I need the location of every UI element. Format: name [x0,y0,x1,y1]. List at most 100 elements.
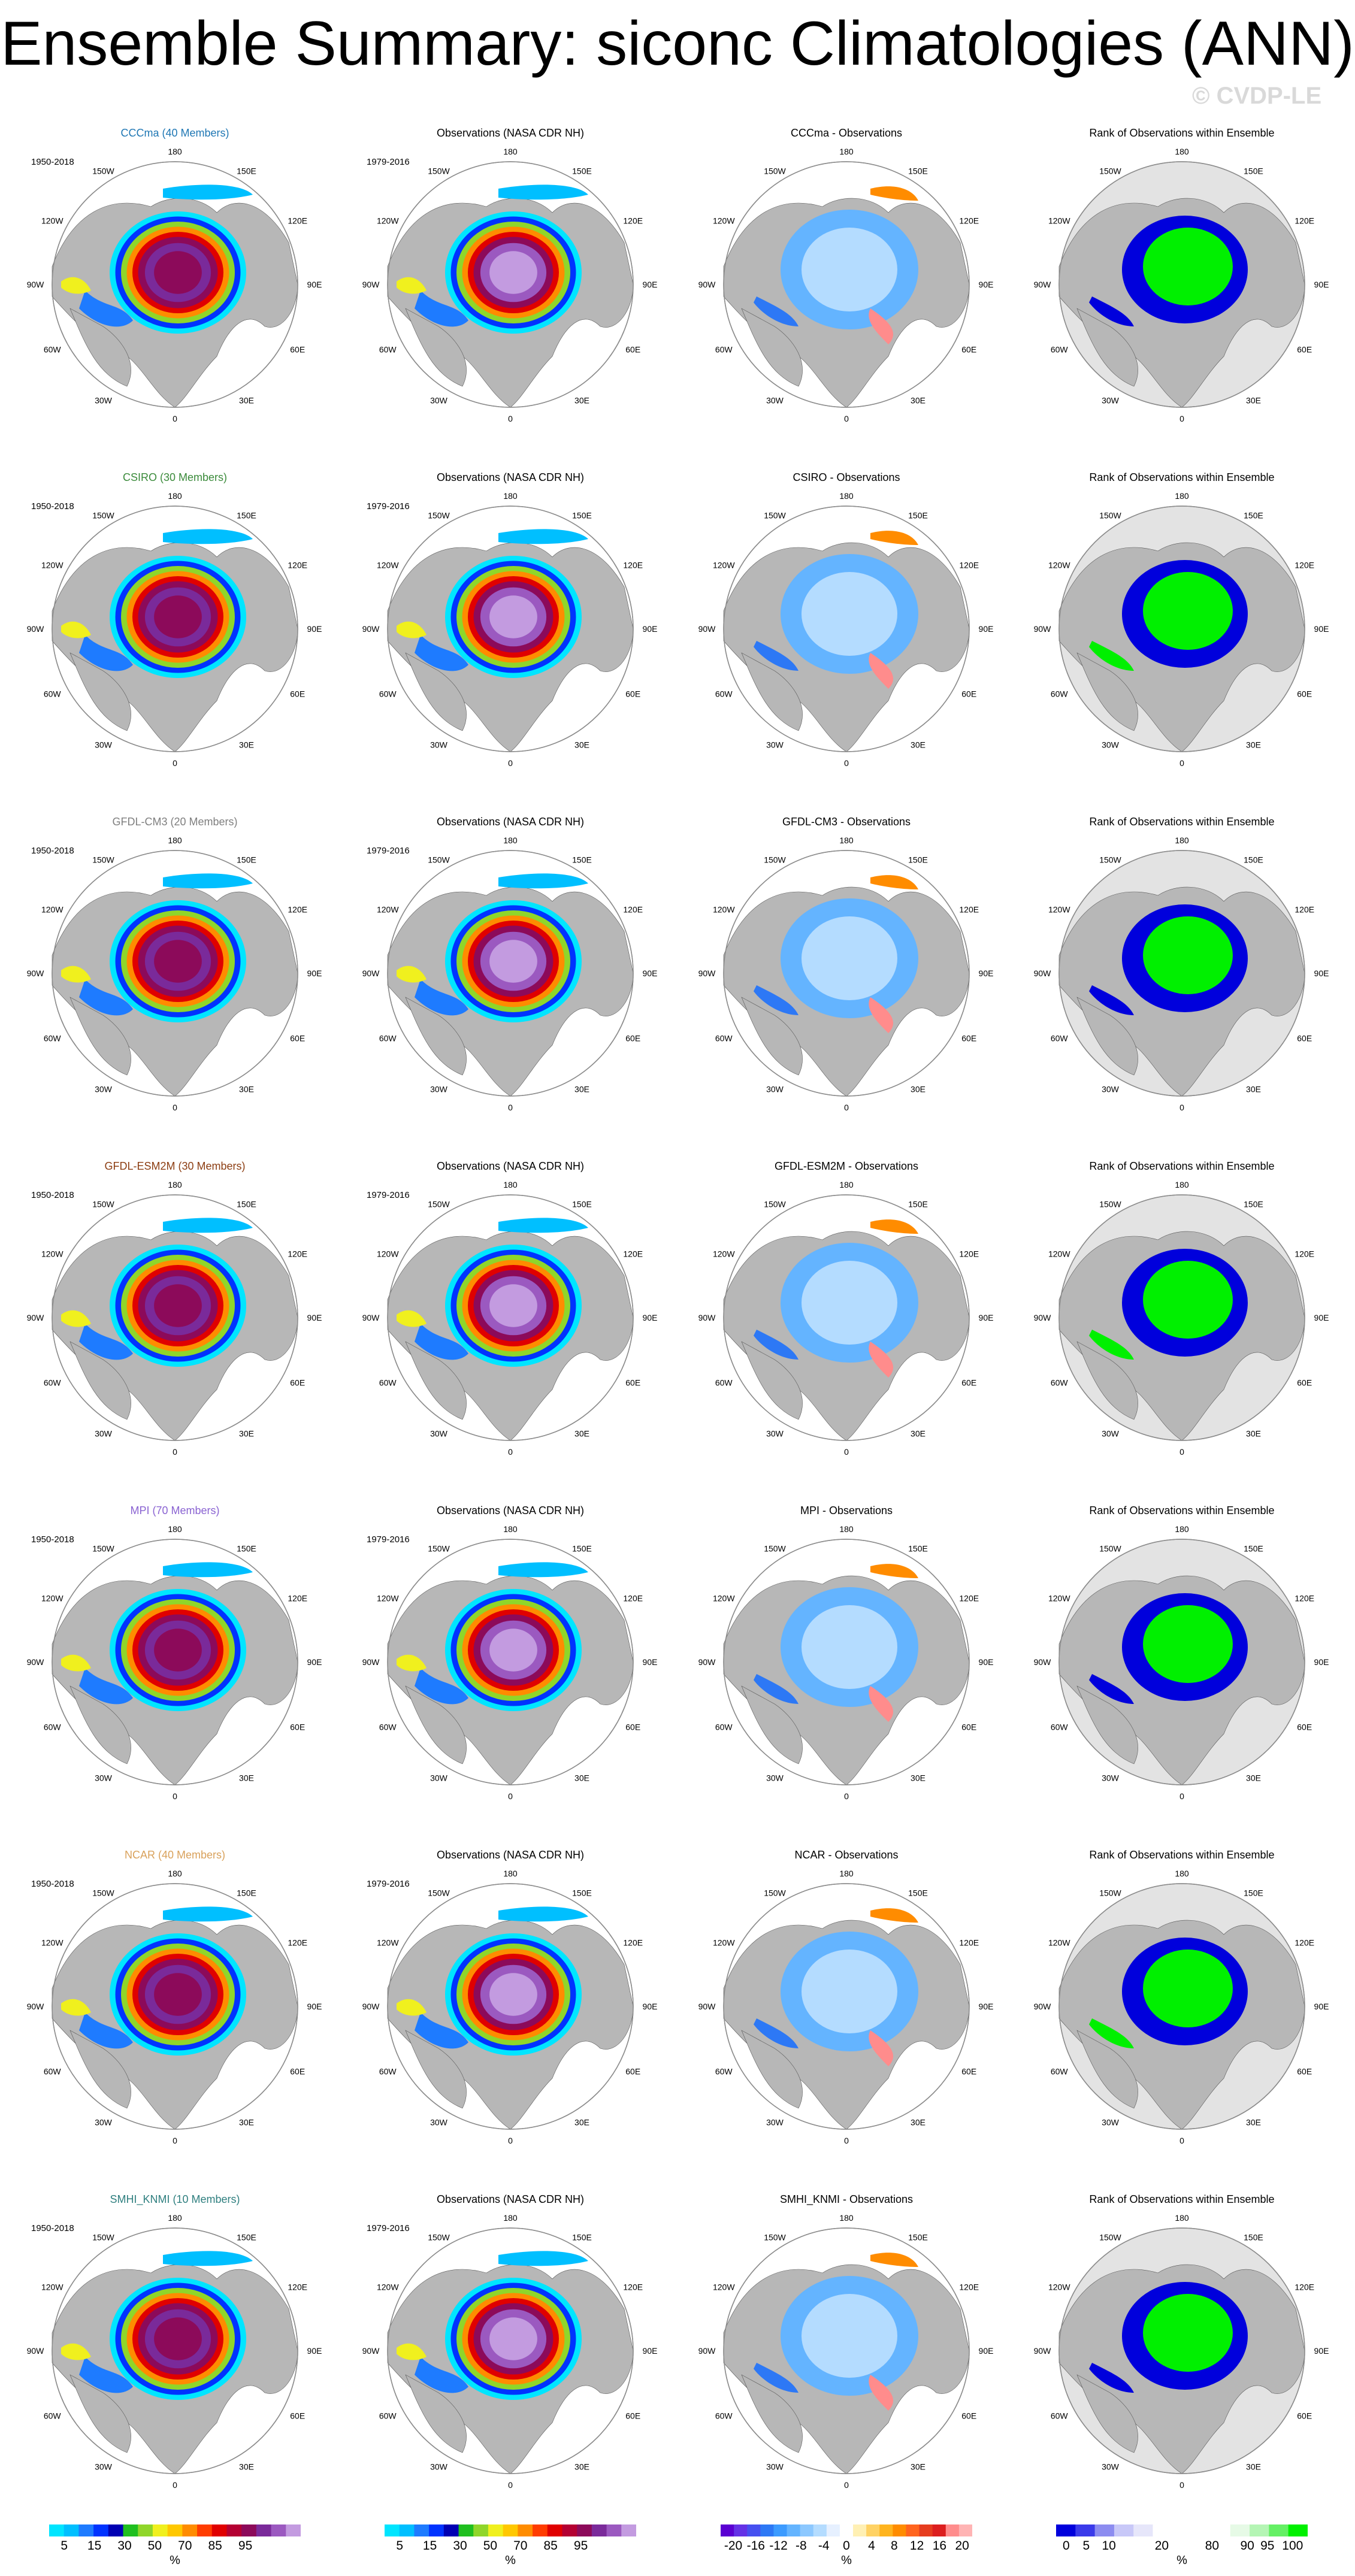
lon-90w-label: 90W [698,280,716,289]
colorbar-swatch [518,2524,533,2536]
lon-90w-label: 90W [698,1657,716,1667]
lon-0-label: 0 [508,758,513,768]
lon-60w-label: 60W [379,2067,397,2076]
lon-30w-label: 30W [430,2462,448,2472]
lon-120w-label: 120W [41,2283,63,2292]
colorbar-tick-label: 16 [932,2539,947,2553]
colorbar-swatch [734,2524,748,2536]
lon-30w-label: 30W [766,396,784,405]
lon-120w-label: 120W [713,1938,735,1948]
colorbar-swatch [958,2524,972,2536]
lon-150e-label: 150E [237,1888,256,1897]
lon-90e-label: 90E [979,624,994,634]
lon-120w-label: 120W [377,561,399,570]
lon-120w-label: 120W [377,905,399,915]
lon-150e-label: 150E [1244,855,1263,864]
lon-180-label: 180 [1175,2213,1189,2223]
colorbar-swatch [533,2524,548,2536]
colorbar-tick-label: 50 [483,2539,498,2553]
colorbar-swatch [152,2524,168,2536]
colorbar-swatch [1191,2524,1211,2536]
difference-colorbar-unit: % [841,2554,852,2567]
colorbar-tick-label: 4 [868,2539,875,2553]
lon-60w-label: 60W [379,345,397,355]
colorbar-tick-label: 85 [208,2539,222,2553]
lon-90w-label: 90W [27,624,45,634]
lon-0-label: 0 [844,2136,849,2145]
colorbar-tick-label: 50 [147,2539,162,2553]
lon-120w-label: 120W [41,1249,63,1259]
smhi_knmi-rank-polar-map: 180 0 150W 150E 120W 120E 90W 90E 60W 60E 30W 30E [1034,2213,1329,2490]
difference-colorbar [721,2524,972,2536]
lon-150e-label: 150E [1244,2232,1263,2242]
lon-150w-label: 150W [764,1543,786,1553]
lon-90w-label: 90W [27,2346,45,2356]
lon-180-label: 180 [1175,147,1189,156]
csiro-diff-polar-map: 180 0 150W 150E 120W 120E 90W 90E 60W 60E 30W 30E [698,491,994,768]
colorbar-tick-label: 100 [1282,2539,1303,2553]
lon-120e-label: 120E [959,1594,979,1603]
lon-60w-label: 60W [1051,1723,1069,1732]
lon-180-label: 180 [503,1524,518,1534]
lon-180-label: 180 [1175,1869,1189,1878]
lon-90e-label: 90E [643,2346,658,2356]
rank-colorbar-unit: % [1176,2554,1187,2567]
lon-120e-label: 120E [288,1249,307,1259]
lon-60e-label: 60E [625,2067,640,2076]
lon-120w-label: 120W [377,216,399,226]
lon-60e-label: 60E [625,689,640,699]
lon-0-label: 0 [508,414,513,423]
lon-60e-label: 60E [1297,2067,1312,2076]
lon-150w-label: 150W [764,2232,786,2242]
lon-120w-label: 120W [1048,2283,1070,2292]
lon-150w-label: 150W [1099,1888,1121,1897]
colorbar-swatch [63,2524,79,2536]
colorbar-tick-label: -12 [769,2539,788,2553]
gfdl-esm2m-diff-polar-map: 180 0 150W 150E 120W 120E 90W 90E 60W 60E 30W 30E [698,1180,994,1457]
lon-90w-label: 90W [698,2002,716,2011]
lon-120e-label: 120E [623,1938,643,1948]
lon-150e-label: 150E [908,1199,928,1209]
page-title: Ensemble Summary: siconc Climatologies (… [1,9,1354,78]
gfdl-esm2m-rank-polar-map: 180 0 150W 150E 120W 120E 90W 90E 60W 60E 30W 30E [1034,1180,1329,1457]
lon-60w-label: 60W [715,1034,733,1043]
lon-90w-label: 90W [362,968,380,978]
lon-150e-label: 150E [572,1543,592,1553]
lon-180-label: 180 [503,1869,518,1878]
lon-60w-label: 60W [379,1723,397,1732]
lon-60e-label: 60E [961,689,976,699]
model-period: 1950-2018 [31,846,74,856]
model-period: 1950-2018 [31,501,74,511]
lon-150e-label: 150E [1244,166,1263,175]
lon-150e-label: 150E [572,1888,592,1897]
obs-period: 1979-2016 [367,501,410,511]
lon-30e-label: 30E [239,396,254,405]
lon-90w-label: 90W [698,624,716,634]
lon-90e-label: 90E [979,1657,994,1667]
lon-60e-label: 60E [961,1723,976,1732]
lon-60w-label: 60W [44,2067,62,2076]
ncar-rank-polar-map: 180 0 150W 150E 120W 120E 90W 90E 60W 60E 30W 30E [1034,1869,1329,2145]
colorbar-tick-label: -4 [818,2539,830,2553]
lon-120e-label: 120E [288,1938,307,1948]
lon-90w-label: 90W [362,1657,380,1667]
lon-30e-label: 30E [574,1085,589,1094]
lon-150w-label: 150W [428,2232,450,2242]
lon-180-label: 180 [839,1180,854,1189]
lon-30w-label: 30W [766,1429,784,1439]
lon-90w-label: 90W [1034,1313,1052,1322]
lon-60e-label: 60E [1297,1723,1312,1732]
lon-0-label: 0 [844,758,849,768]
model-panel-title: CCCma (40 Members) [120,127,229,139]
smhi_knmi-clim-polar-map: 180 0 150W 150E 120W 120E 90W 90E 60W 60E 30W 30E [27,2213,322,2490]
lon-0-label: 0 [1179,1103,1184,1112]
lon-120w-label: 120W [41,1938,63,1948]
lon-120w-label: 120W [41,1594,63,1603]
lon-150e-label: 150E [237,855,256,864]
lon-30w-label: 30W [95,2118,113,2127]
lon-90w-label: 90W [1034,1657,1052,1667]
colorbar-swatch [893,2524,906,2536]
lon-30e-label: 30E [1246,2118,1261,2127]
lon-60w-label: 60W [1051,689,1069,699]
colorbar-swatch [1056,2524,1076,2536]
